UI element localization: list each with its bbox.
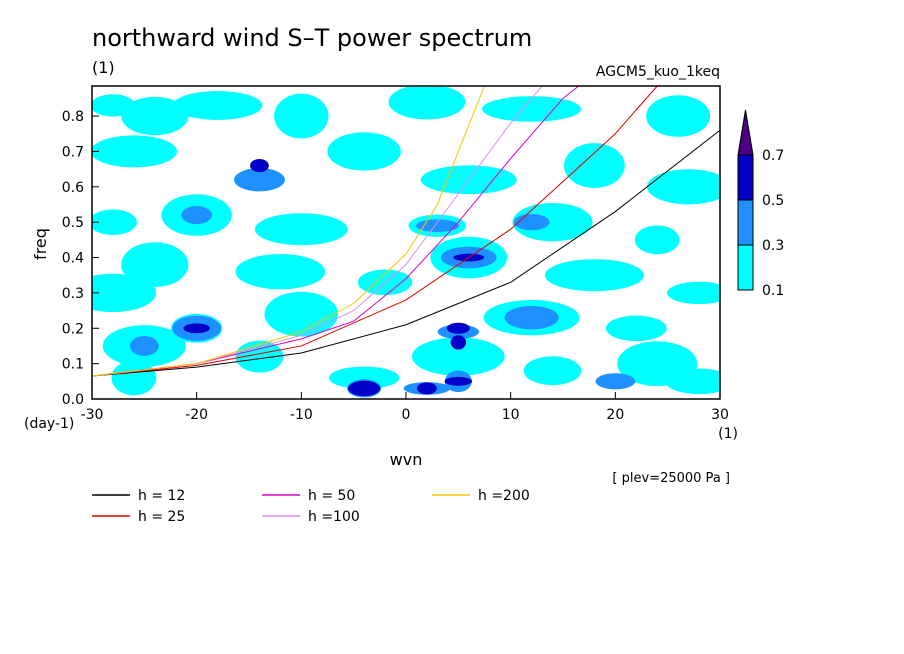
chart-title: northward wind S–T power spectrum [92, 24, 532, 52]
dispersion-curve [92, 86, 658, 377]
contour-blob [417, 382, 437, 395]
contour-blob [181, 206, 212, 225]
run-label: AGCM5_kuo_1keq [596, 64, 720, 80]
contour-blob [327, 132, 401, 171]
contour-blob [605, 315, 667, 342]
legend-label: h =200 [478, 488, 530, 504]
legend-label: h = 50 [308, 488, 355, 504]
contour-blob [172, 91, 263, 120]
subtitle: (1) [92, 58, 115, 77]
contour-blob [415, 219, 459, 233]
contour-blob [411, 337, 505, 376]
contour-blob [446, 322, 470, 334]
contour-blob [264, 291, 339, 337]
y-tick-label: 0.2 [62, 321, 84, 337]
contour-blob [634, 225, 680, 255]
contour-blob [388, 86, 466, 120]
x-tick-label: 10 [502, 407, 520, 423]
colorbar-label: 0.1 [762, 283, 784, 299]
y-tick-label: 0.5 [62, 215, 84, 231]
contour-blob [234, 168, 285, 192]
y-unit: (day-1) [24, 416, 74, 432]
contour-blob [121, 96, 189, 136]
y-tick-label: 0.1 [62, 357, 84, 373]
x-tick-label: -30 [81, 407, 104, 423]
contour-blob [357, 269, 413, 296]
contour-blob [129, 336, 159, 356]
contour-blob [254, 213, 348, 246]
contour-blob [647, 169, 720, 205]
y-axis-label: freq [31, 228, 50, 260]
contour-blob [667, 281, 720, 305]
contour-blob [504, 305, 559, 330]
x-tick-label: 30 [711, 407, 729, 423]
contour-blob [595, 373, 636, 390]
contour-blob [512, 202, 593, 242]
y-tick-label: 0.3 [62, 286, 84, 302]
contour-blob [544, 259, 645, 292]
contour-blob [328, 366, 400, 389]
contour-blob [92, 273, 157, 313]
contour-blob [564, 143, 625, 188]
contour-blob [646, 95, 711, 137]
contour-blob [274, 93, 329, 139]
x-unit: (1) [718, 426, 738, 442]
legend-label: h = 12 [138, 488, 185, 504]
x-axis-label: wvn [390, 450, 423, 469]
y-tick-label: 0.0 [62, 392, 84, 408]
colorbar-box [737, 244, 754, 291]
contour-blob [523, 356, 582, 386]
colorbar-arrow [737, 109, 754, 156]
y-tick-label: 0.4 [62, 251, 84, 267]
contour-blob [235, 254, 326, 290]
legend-label: h =100 [308, 509, 360, 525]
x-tick-label: -10 [290, 407, 313, 423]
y-tick-label: 0.8 [62, 109, 84, 125]
colorbar-box [737, 154, 754, 201]
x-tick-label: 20 [606, 407, 624, 423]
x-tick-label: 0 [402, 407, 411, 423]
contour-blob [250, 158, 269, 173]
dispersion-curve [92, 86, 543, 377]
contour-blob [183, 323, 210, 334]
x-tick-label: -20 [185, 407, 208, 423]
contour-blob [444, 376, 473, 386]
contour-blob [121, 242, 189, 288]
contour-blob [92, 135, 178, 168]
y-tick-label: 0.7 [62, 144, 84, 160]
dispersion-curve [92, 86, 485, 377]
y-tick-label: 0.6 [62, 180, 84, 196]
contour-blob [111, 360, 157, 396]
contour-blob [92, 209, 137, 235]
colorbar-box [737, 199, 754, 246]
dispersion-curve [92, 86, 580, 377]
contour-blob [450, 335, 467, 350]
dispersion-curve [92, 129, 720, 377]
contour-blob [665, 368, 720, 395]
colorbar-label: 0.5 [762, 193, 784, 209]
contour-blob [348, 380, 381, 397]
legend-label: h = 25 [138, 509, 185, 525]
contour-blob [481, 96, 582, 122]
colorbar-label: 0.3 [762, 238, 784, 254]
colorbar-label: 0.7 [762, 148, 784, 164]
note: [ plev=25000 Pa ] [612, 471, 730, 486]
